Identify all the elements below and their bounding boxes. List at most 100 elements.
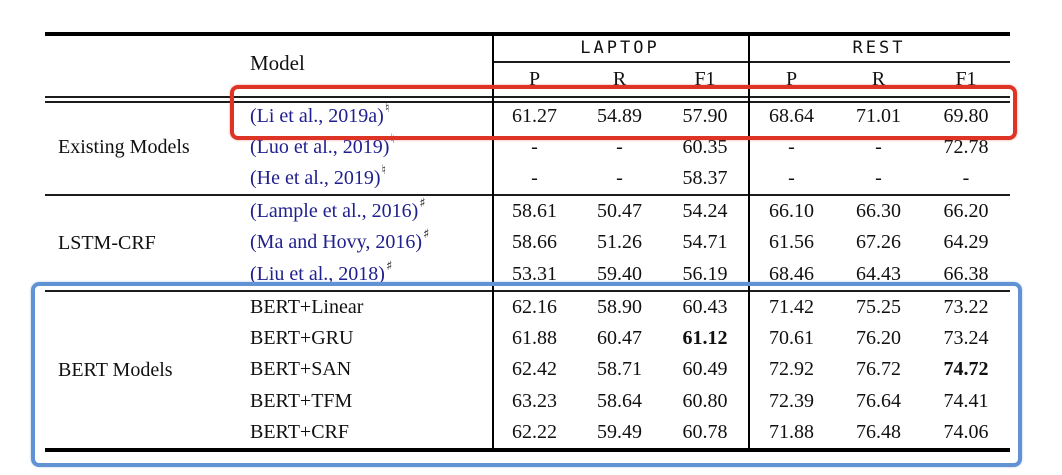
laptop-r-value: -: [616, 167, 623, 189]
rest-r-value: 76.48: [856, 420, 901, 443]
model-name-text: BERT+Linear: [250, 296, 364, 319]
rest-p-value: 66.10: [769, 200, 814, 223]
rest-r-value: -: [875, 136, 882, 158]
model-name: BERT+CRF: [245, 417, 492, 448]
laptop-f1-value: 60.35: [682, 136, 728, 158]
model-header-label: Model: [250, 50, 305, 75]
laptop-r-value: 51.26: [597, 231, 642, 254]
group-label: BERT Models: [58, 358, 173, 381]
rest-f1-value: 73.24: [943, 327, 989, 350]
section-lstm-crf: LSTM-CRF (Lample et al., 2016) ♯ 58.61 50…: [45, 196, 1010, 290]
rest-r-value: 76.20: [856, 327, 901, 350]
citation-text[interactable]: (Liu et al., 2018): [250, 262, 385, 285]
citation-text[interactable]: (Lample et al., 2016): [250, 200, 419, 223]
laptop-p-value: 62.42: [512, 358, 557, 381]
rest-r-value: 66.30: [856, 200, 901, 223]
table-top-border: [45, 32, 1010, 36]
model-citation[interactable]: (Luo et al., 2019) ♮: [245, 132, 492, 163]
rest-p-value: 61.56: [769, 231, 814, 254]
laptop-r-value: 59.40: [597, 262, 642, 285]
citation-text[interactable]: (He et al., 2019): [250, 167, 381, 189]
rest-r-value: 71.01: [856, 105, 901, 127]
rest-p-value: 68.46: [769, 262, 814, 285]
laptop-group-header: LAPTOP: [492, 34, 748, 61]
laptop-p-value: 61.88: [512, 327, 557, 350]
column-divider-model-laptop: [492, 32, 494, 452]
rest-r-value: 76.64: [856, 389, 901, 412]
laptop-p-value: 62.16: [512, 296, 557, 319]
laptop-f1-value: 60.43: [682, 296, 728, 319]
laptop-f1-value: 58.37: [682, 167, 728, 189]
rest-p-value: -: [788, 167, 795, 189]
rest-r-value: -: [875, 167, 882, 189]
laptop-r-header: R: [612, 67, 627, 90]
model-citation[interactable]: (Li et al., 2019a) ♮: [245, 101, 492, 132]
table-bottom-border: [45, 448, 1010, 452]
laptop-f1-value: 60.80: [682, 389, 728, 412]
group-label: Existing Models: [58, 136, 190, 158]
citation-text[interactable]: (Li et al., 2019a): [250, 105, 384, 127]
header-double-rule-top: [45, 96, 1010, 98]
model-citation[interactable]: (Liu et al., 2018) ♯: [245, 259, 492, 290]
laptop-f1-header: F1: [694, 67, 716, 90]
rest-f1-value: 74.41: [943, 389, 989, 412]
laptop-p-value: -: [531, 136, 538, 158]
rest-f1-value: 66.20: [943, 200, 989, 223]
laptop-r-value: 60.47: [597, 327, 642, 350]
model-name: BERT+SAN: [245, 354, 492, 385]
rest-f1-value: 64.29: [943, 231, 989, 254]
model-citation[interactable]: (He et al., 2019) ♮: [245, 163, 492, 194]
model-citation[interactable]: (Ma and Hovy, 2016) ♯: [245, 227, 492, 258]
group-label: LSTM-CRF: [58, 231, 156, 254]
laptop-r-value: 58.90: [597, 296, 642, 319]
section-divider-1: [45, 194, 1010, 196]
header-subcol-rule: [492, 61, 1010, 63]
sharp-sign-marker: ♯: [419, 196, 426, 212]
laptop-p-value: 63.23: [512, 389, 557, 412]
model-name-text: BERT+CRF: [250, 420, 349, 443]
rest-p-value: 71.88: [769, 420, 814, 443]
laptop-p-value: -: [531, 167, 538, 189]
laptop-r-value: 58.71: [597, 358, 642, 381]
laptop-r-value: 50.47: [597, 200, 642, 223]
laptop-f1-value: 56.19: [682, 262, 728, 285]
laptop-p-value: 58.66: [512, 231, 557, 254]
laptop-f1-value: 61.12: [682, 327, 728, 350]
rest-f1-header: F1: [955, 67, 977, 90]
citation-text[interactable]: (Ma and Hovy, 2016): [250, 231, 423, 254]
model-citation[interactable]: (Lample et al., 2016) ♯: [245, 196, 492, 227]
model-name-text: BERT+SAN: [250, 358, 352, 381]
citation-text[interactable]: (Luo et al., 2019): [250, 136, 390, 158]
rest-f1-value: -: [962, 167, 970, 189]
laptop-p-value: 62.22: [512, 420, 557, 443]
section-divider-2: [45, 290, 1010, 292]
section-bert-models: BERT Models BERT+Linear 62.16 58.90 60.4…: [45, 292, 1010, 448]
model-column-header: Model: [250, 32, 305, 94]
rest-f1-value: 74.72: [943, 358, 989, 381]
rest-p-value: 68.64: [769, 105, 814, 127]
rest-f1-value: 73.22: [943, 296, 989, 319]
laptop-f1-value: 54.24: [682, 200, 728, 223]
rest-f1-value: 66.38: [943, 262, 989, 285]
laptop-p-value: 61.27: [512, 105, 557, 127]
laptop-r-value: 58.64: [597, 389, 642, 412]
rest-r-value: 64.43: [856, 262, 901, 285]
rest-p-value: 72.39: [769, 389, 814, 412]
laptop-f1-value: 54.71: [682, 231, 728, 254]
rest-p-value: -: [788, 136, 795, 158]
rest-p-header: P: [785, 67, 798, 90]
laptop-f1-value: 60.78: [682, 420, 728, 443]
sharp-sign-marker: ♯: [423, 227, 430, 243]
rest-r-header: R: [871, 67, 886, 90]
rest-header-label: REST: [852, 37, 906, 58]
natural-sign-marker: ♮: [390, 132, 396, 147]
rest-f1-value: 69.80: [943, 105, 989, 127]
laptop-header-label: LAPTOP: [580, 37, 660, 58]
natural-sign-marker: ♮: [381, 163, 387, 178]
column-divider-laptop-rest: [748, 32, 750, 452]
laptop-r-value: 59.49: [597, 420, 642, 443]
laptop-p-value: 58.61: [512, 200, 557, 223]
rest-p-value: 72.92: [769, 358, 814, 381]
rest-r-value: 67.26: [856, 231, 901, 254]
